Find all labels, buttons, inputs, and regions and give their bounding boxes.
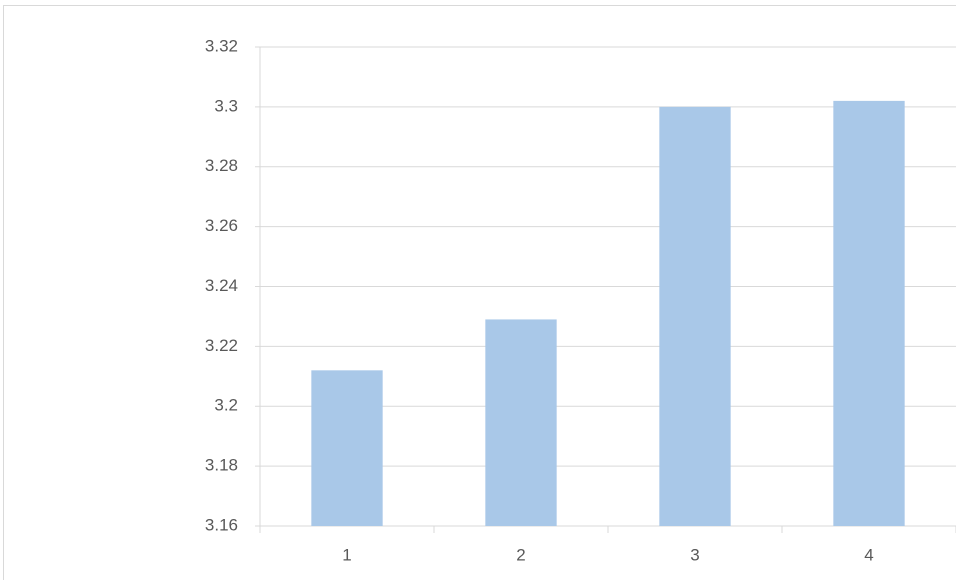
y-tick-label: 3.2: [214, 396, 238, 415]
bar: [833, 100, 905, 526]
x-tick-label: 4: [864, 545, 873, 564]
y-tick-label: 3.28: [205, 156, 238, 175]
bar: [485, 319, 557, 526]
x-tick-label: 2: [516, 545, 525, 564]
y-tick-label: 3.16: [205, 515, 238, 534]
y-tick-label: 3.32: [205, 36, 238, 55]
chart-border: [3, 5, 956, 580]
y-tick-label: 3.3: [214, 96, 238, 115]
bar: [311, 370, 383, 526]
y-tick-label: 3.24: [205, 276, 238, 295]
x-tick-label: 3: [690, 545, 699, 564]
y-tick-label: 3.26: [205, 216, 238, 235]
y-tick-label: 3.18: [205, 456, 238, 475]
x-tick-label: 1: [342, 545, 351, 564]
bar: [659, 106, 731, 526]
y-tick-label: 3.22: [205, 336, 238, 355]
